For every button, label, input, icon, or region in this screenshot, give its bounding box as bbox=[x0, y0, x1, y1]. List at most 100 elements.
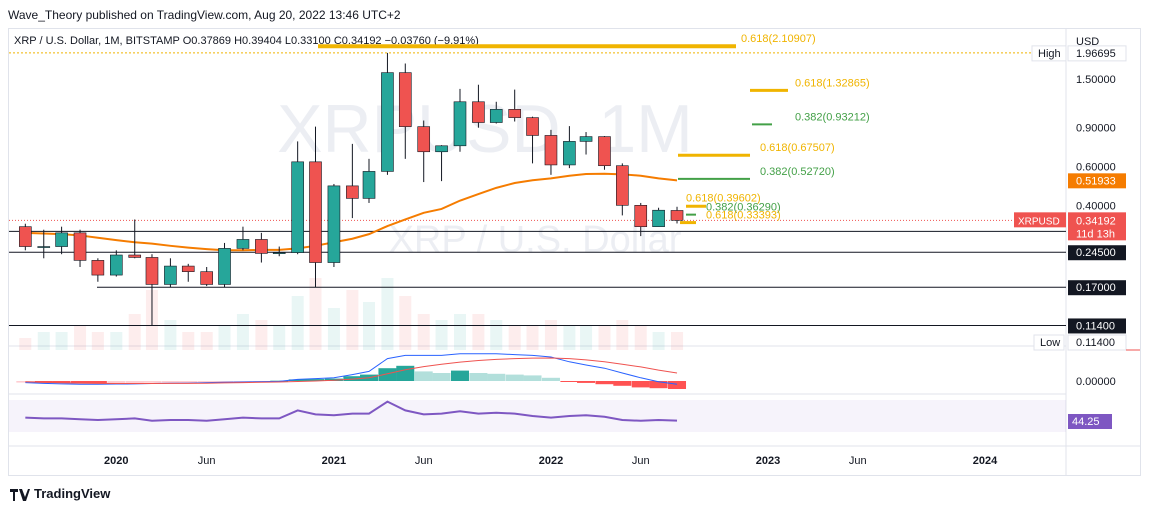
volume-bar bbox=[128, 314, 141, 350]
legend-close: C0.34192 bbox=[333, 35, 382, 47]
volume-bar bbox=[580, 326, 593, 350]
volume-bar bbox=[255, 320, 268, 350]
candle-body bbox=[19, 226, 32, 247]
level-price-label: 0.11400 bbox=[1076, 320, 1115, 332]
high-price-label: 1.96695 bbox=[1076, 48, 1116, 60]
level-price-badge bbox=[1068, 245, 1126, 261]
rsi-value-badge bbox=[1068, 414, 1112, 429]
volume-bar bbox=[74, 326, 87, 350]
volume-bar bbox=[164, 320, 177, 350]
chart-frame[interactable] bbox=[8, 28, 1141, 476]
candle-body bbox=[91, 260, 105, 276]
macd-histogram-bar bbox=[577, 381, 596, 383]
volume-bar bbox=[327, 308, 340, 350]
level-price-badge bbox=[1068, 280, 1126, 296]
candle-body bbox=[272, 252, 286, 254]
tradingview-brand: TradingView bbox=[34, 486, 111, 501]
price-tick-label: 0.40000 bbox=[1076, 200, 1116, 212]
high-price-badge bbox=[1067, 45, 1127, 62]
volume-bar bbox=[616, 320, 629, 350]
volume-bar bbox=[399, 296, 412, 350]
candle-body bbox=[346, 185, 359, 199]
candle-body bbox=[634, 205, 648, 227]
macd-histogram-bar bbox=[541, 377, 560, 381]
volume-bar bbox=[544, 320, 557, 350]
volume-bar bbox=[526, 326, 539, 350]
fib-label: 0.618(0.39602) bbox=[686, 192, 761, 204]
macd-histogram-bar bbox=[396, 365, 415, 381]
tradingview-logo[interactable]: TradingView bbox=[10, 486, 110, 501]
volume-bar bbox=[218, 326, 231, 350]
candle-body bbox=[544, 135, 558, 166]
fib-label: 0.382(0.93212) bbox=[795, 111, 870, 123]
macd-histogram-bar bbox=[560, 381, 579, 382]
time-tick-label: 2022 bbox=[539, 455, 563, 467]
macd-histogram-bar bbox=[125, 381, 144, 383]
countdown-label: 11d 13h bbox=[1076, 228, 1115, 240]
macd-zero-tick: 0.00000 bbox=[1076, 376, 1116, 388]
low-tag-label: Low bbox=[1040, 337, 1060, 349]
candle-body bbox=[563, 141, 576, 166]
high-tag bbox=[1031, 45, 1067, 62]
candle-body bbox=[73, 232, 87, 261]
macd-histogram-bar bbox=[142, 381, 161, 383]
symbol-tag-label: XRPUSD bbox=[1018, 216, 1060, 227]
volume-bar bbox=[346, 290, 359, 350]
legend-high: H0.39404 bbox=[234, 35, 282, 47]
candle-body bbox=[291, 161, 304, 253]
candle-body bbox=[417, 126, 431, 153]
volume-bar bbox=[291, 296, 304, 350]
volume-bar bbox=[19, 338, 32, 350]
macd-histogram-bar bbox=[487, 373, 506, 381]
volume-bar bbox=[435, 320, 448, 350]
high-tag-label: High bbox=[1038, 48, 1061, 60]
macd-histogram-bar bbox=[378, 368, 397, 381]
volume-bar bbox=[508, 326, 521, 350]
symbol-tag bbox=[1014, 212, 1066, 228]
macd-histogram-bar bbox=[668, 381, 687, 389]
watermark-name: XRP / U.S. Dollar bbox=[389, 219, 682, 261]
volume-bar bbox=[453, 314, 466, 350]
rsi-line bbox=[25, 400, 678, 422]
volume-bar bbox=[472, 314, 485, 350]
volume-bar bbox=[37, 332, 50, 350]
watermark-ticker: XRPUSD, 1M bbox=[277, 91, 693, 167]
time-tick-label: 2023 bbox=[756, 455, 780, 467]
macd-histogram-bar bbox=[469, 373, 488, 381]
volume-bar bbox=[563, 326, 576, 350]
fib-label: 0.618(2.10907) bbox=[741, 33, 816, 45]
fib-label: 0.618(0.67507) bbox=[760, 142, 835, 154]
candle-body bbox=[362, 171, 376, 199]
macd-histogram-bar bbox=[505, 374, 524, 381]
volume-bar bbox=[634, 326, 647, 350]
legend-change: −0.03760 (−9.91%) bbox=[384, 35, 479, 47]
candle-body bbox=[652, 209, 665, 227]
axis-currency: USD bbox=[1076, 36, 1099, 48]
fib-label: 0.382(0.52720) bbox=[760, 166, 835, 178]
macd-histogram-bar bbox=[88, 381, 107, 384]
candle-body bbox=[327, 185, 341, 263]
candle-body bbox=[579, 136, 593, 142]
candle-body bbox=[526, 117, 539, 136]
macd-histogram-bar bbox=[179, 381, 198, 383]
time-tick-label: Jun bbox=[198, 455, 216, 467]
macd-histogram-bar bbox=[52, 381, 71, 384]
macd-histogram-bar bbox=[432, 373, 451, 381]
candle-body bbox=[489, 109, 503, 123]
macd-histogram-bar bbox=[523, 375, 542, 381]
low-tag bbox=[1033, 334, 1065, 351]
macd-histogram-bar bbox=[306, 379, 325, 381]
current-price-label: 0.34192 bbox=[1076, 215, 1116, 227]
fib-label: 0.382(0.36290) bbox=[706, 202, 781, 214]
macd-histogram-bar bbox=[414, 371, 433, 381]
candle-body bbox=[164, 265, 177, 285]
ohlc-legend: XRP / U.S. Dollar, 1M, BITSTAMP O0.37869… bbox=[14, 35, 479, 47]
macd-histogram-bar bbox=[215, 381, 234, 382]
macd-histogram-bar bbox=[71, 381, 90, 384]
candle-body bbox=[508, 109, 521, 118]
time-tick-label: 2021 bbox=[322, 455, 346, 467]
ma-price-badge bbox=[1068, 173, 1126, 189]
candle-body bbox=[398, 72, 412, 127]
time-tick-label: Jun bbox=[632, 455, 650, 467]
